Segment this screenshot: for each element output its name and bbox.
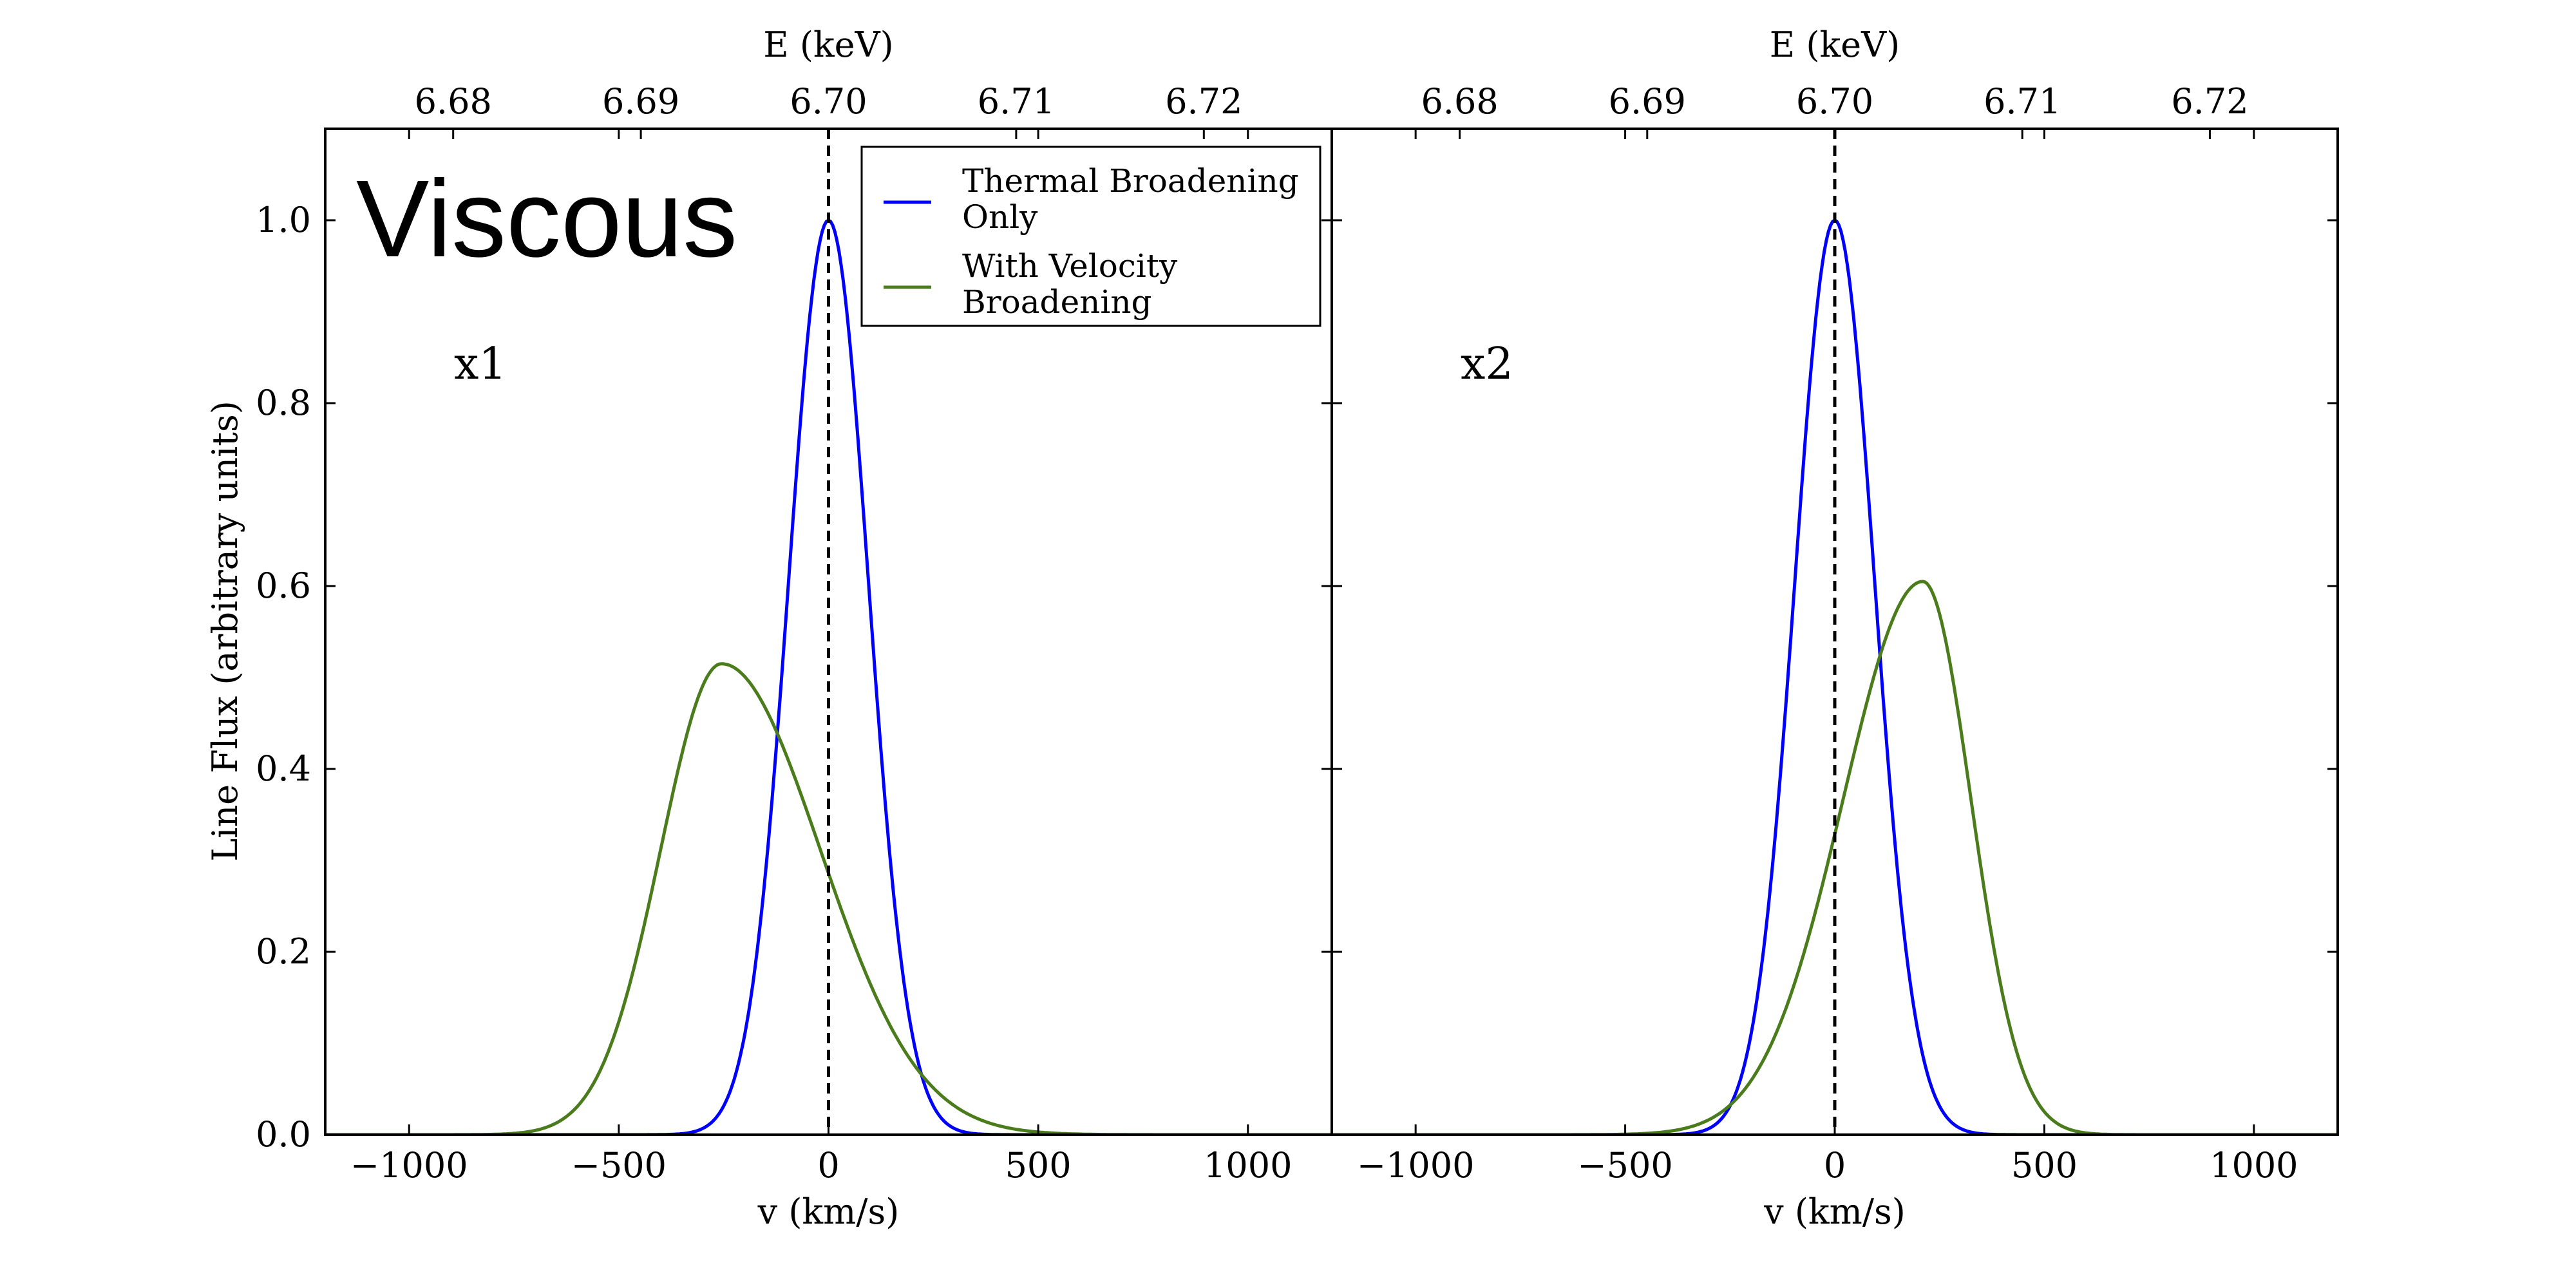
- x-tick-label: 500: [1005, 1145, 1072, 1186]
- top-tick-label: 6.71: [978, 81, 1055, 122]
- x-tick-label: 500: [2011, 1145, 2078, 1186]
- legend-frame: [860, 146, 1321, 327]
- x-tick-label: −500: [571, 1145, 667, 1186]
- x-tick-label: 1000: [2210, 1145, 2298, 1186]
- y-tick-label: 0.4: [256, 748, 311, 789]
- top-tick-label: 6.72: [1165, 81, 1242, 122]
- top-tick-label: 6.70: [790, 81, 867, 122]
- x-axis-label: v (km/s): [1763, 1191, 1906, 1232]
- top-axis-label: E (keV): [1770, 24, 1900, 65]
- top-tick-label: 6.72: [2171, 81, 2248, 122]
- top-tick-label: 6.68: [415, 81, 492, 122]
- legend-label: Broadening: [962, 283, 1152, 321]
- legend-label: Only: [962, 198, 1038, 236]
- top-tick-label: 6.68: [1421, 81, 1498, 122]
- x-tick-label: −1000: [1357, 1145, 1475, 1186]
- chart-panel-x2: −1000 −500 0 500 1000 6.68 6.69 6.70 6.71 6.72 v (…: [1331, 24, 2339, 1232]
- x-tick-label: −500: [1577, 1145, 1672, 1186]
- top-axis-label: E (keV): [763, 24, 893, 65]
- x-axis-label: v (km/s): [757, 1191, 900, 1232]
- chart-panel-x1: −1000 −500 0 500 1000 6.68 6.69 6.70 6.71 6.72 0.0…: [256, 24, 1333, 1232]
- top-tick-label: 6.71: [1984, 81, 2061, 122]
- legend-label: With Velocity: [962, 247, 1178, 285]
- x-tick-label: 0: [817, 1145, 839, 1186]
- x-tick-label: 0: [1824, 1145, 1846, 1186]
- chart-title: Viscous: [356, 158, 737, 280]
- y-axis-label: Line Flux (arbitrary units): [205, 401, 245, 862]
- legend-label: Thermal Broadening: [962, 162, 1299, 200]
- panel-label: x1: [454, 339, 507, 390]
- y-tick-label: 0.0: [256, 1114, 311, 1155]
- y-tick-label: 0.6: [256, 565, 311, 606]
- x-tick-label: −1000: [350, 1145, 468, 1186]
- y-tick-label: 0.8: [256, 383, 311, 423]
- panel-label: x2: [1461, 339, 1513, 390]
- top-tick-label: 6.69: [602, 81, 679, 122]
- top-tick-label: 6.69: [1609, 81, 1686, 122]
- top-tick-label: 6.70: [1796, 81, 1873, 122]
- y-tick-label: 1.0: [256, 200, 311, 240]
- x-tick-label: 1000: [1204, 1145, 1292, 1186]
- y-tick-label: 0.2: [256, 931, 311, 972]
